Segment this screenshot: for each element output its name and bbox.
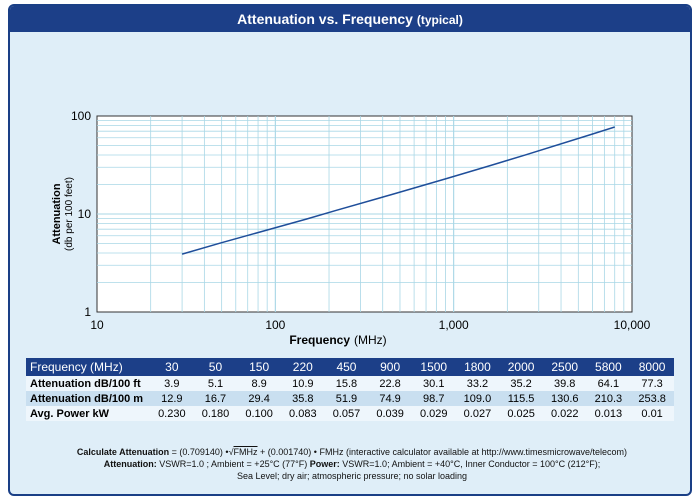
header-frequency: 220 <box>280 358 325 376</box>
grid-lines <box>97 116 632 312</box>
chart-title: Attenuation vs. Frequency <box>237 11 413 27</box>
table-header-row: Frequency (MHz) 30 50 150 220 450 900 15… <box>26 358 674 376</box>
table-cell: 74.9 <box>368 391 412 406</box>
table-cell: 29.4 <box>237 391 281 406</box>
calc-formula-b: + (0.001740) • FMHz (interactive calcula… <box>257 447 628 457</box>
attenuation-conditions-label: Attenuation: <box>103 459 157 469</box>
x-axis-label-unit: (MHz) <box>354 333 387 347</box>
header-frequency: 2500 <box>542 358 587 376</box>
table-cell: 51.9 <box>324 391 369 406</box>
table-cell: 0.230 <box>150 406 194 421</box>
x-tick-label: 1,000 <box>439 318 469 332</box>
table-cell: 210.3 <box>586 391 631 406</box>
header-frequency: 1500 <box>411 358 456 376</box>
title-bar: Attenuation vs. Frequency (typical) <box>10 6 690 32</box>
table-cell: 22.8 <box>368 376 412 391</box>
table-cell: 98.7 <box>411 391 456 406</box>
table-cell: 0.057 <box>324 406 369 421</box>
row-label: Attenuation dB/100 ft <box>26 376 150 391</box>
chart-subtitle: (typical) <box>416 13 463 27</box>
calc-formula-a: = (0.709140) • <box>169 447 229 457</box>
table-cell: 0.025 <box>499 406 543 421</box>
table-cell: 253.8 <box>630 391 674 406</box>
header-frequency: 450 <box>324 358 369 376</box>
x-axis-label-bold: Frequency <box>289 333 350 347</box>
table-cell: 0.083 <box>280 406 325 421</box>
table-cell: 30.1 <box>411 376 456 391</box>
calc-sqrt-term: FMHz <box>233 447 258 457</box>
x-tick-label: 10 <box>90 318 104 332</box>
table-row: Attenuation dB/100 m 12.9 16.7 29.4 35.8… <box>26 391 674 406</box>
table-cell: 0.01 <box>630 406 674 421</box>
table-cell: 130.6 <box>542 391 587 406</box>
header-frequency: 8000 <box>630 358 674 376</box>
table-cell: 0.180 <box>193 406 238 421</box>
data-table-wrapper: Frequency (MHz) 30 50 150 220 450 900 15… <box>26 358 674 421</box>
header-frequency: 900 <box>368 358 412 376</box>
y-axis-label-bold: Attenuation <box>51 183 63 244</box>
attenuation-line <box>181 126 615 255</box>
table-cell: 39.8 <box>542 376 587 391</box>
footer-line-3: Sea Level; dry air; atmospheric pressure… <box>236 471 468 481</box>
chart-panel: Attenuation vs. Frequency (typical) 10 10… <box>8 4 692 496</box>
table-cell: 0.013 <box>586 406 631 421</box>
table-cell: 64.1 <box>586 376 631 391</box>
table-cell: 15.8 <box>324 376 369 391</box>
y-tick-label: 100 <box>71 109 91 123</box>
table-cell: 8.9 <box>237 376 281 391</box>
header-label: Frequency (MHz) <box>26 358 150 376</box>
header-frequency: 50 <box>193 358 238 376</box>
y-tick-label: 10 <box>78 207 92 221</box>
header-frequency: 1800 <box>455 358 500 376</box>
table-cell: 10.9 <box>280 376 325 391</box>
table-cell: 77.3 <box>630 376 674 391</box>
data-table: Frequency (MHz) 30 50 150 220 450 900 15… <box>26 358 674 421</box>
header-frequency: 30 <box>150 358 194 376</box>
table-cell: 0.039 <box>368 406 412 421</box>
x-tick-label: 10,000 <box>614 318 651 332</box>
table-row: Attenuation dB/100 ft 3.9 5.1 8.9 10.9 1… <box>26 376 674 391</box>
table-cell: 109.0 <box>455 391 500 406</box>
table-cell: 115.5 <box>499 391 543 406</box>
table-row: Avg. Power kW 0.230 0.180 0.100 0.083 0.… <box>26 406 674 421</box>
table-cell: 12.9 <box>150 391 194 406</box>
header-frequency: 2000 <box>499 358 543 376</box>
footer-line-2: Attenuation: VSWR=1.0 ; Ambient = +25°C … <box>20 458 684 470</box>
sqrt-icon: √ <box>228 447 234 457</box>
table-cell: 33.2 <box>455 376 500 391</box>
table-cell: 0.027 <box>455 406 500 421</box>
power-conditions-label: Power: <box>309 459 340 469</box>
calc-label: Calculate Attenuation <box>76 447 170 457</box>
header-frequency: 150 <box>237 358 281 376</box>
table-cell: 3.9 <box>150 376 194 391</box>
power-conditions: VSWR=1.0; Ambient = +40°C, Inner Conduct… <box>339 459 601 469</box>
table-cell: 0.100 <box>237 406 281 421</box>
table-cell: 16.7 <box>193 391 238 406</box>
row-label: Avg. Power kW <box>26 406 150 421</box>
table-cell: 0.029 <box>411 406 456 421</box>
header-frequency: 5800 <box>586 358 631 376</box>
y-axis-label-unit: (db per 100 feet) <box>64 177 75 251</box>
row-label: Attenuation dB/100 m <box>26 391 150 406</box>
table-cell: 35.8 <box>280 391 325 406</box>
table-cell: 35.2 <box>499 376 543 391</box>
table-cell: 5.1 <box>193 376 238 391</box>
attenuation-conditions: VSWR=1.0 ; Ambient = +25°C (77°F) <box>156 459 310 469</box>
y-tick-label: 1 <box>84 305 91 319</box>
footer-line-1: Calculate Attenuation = (0.709140) •√FMH… <box>20 446 684 458</box>
table-cell: 0.022 <box>542 406 587 421</box>
footer-notes: Calculate Attenuation = (0.709140) •√FMH… <box>20 446 684 482</box>
x-tick-label: 100 <box>265 318 285 332</box>
